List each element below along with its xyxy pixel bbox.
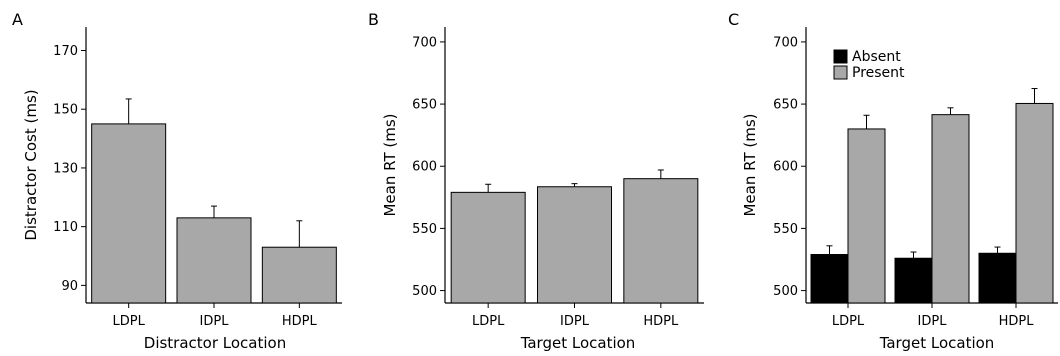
panel-b-label: B <box>368 10 379 29</box>
panel-c-x-tick-label: IDPL <box>918 314 948 329</box>
panel-b-bar-ldpl <box>450 191 526 304</box>
panel-b-y-tick-label: 550 <box>412 222 437 237</box>
panel-b-x-axis-label: Target Location <box>520 334 636 352</box>
panel-c-label: C <box>728 10 739 29</box>
panel-b: B Mean RT (ms) Target Location 500 550 600… <box>368 10 704 352</box>
legend-label-present: Present <box>852 65 905 81</box>
panel-a-bar-idpl <box>176 217 252 304</box>
panel-c-y-tick-label: 700 <box>773 35 798 50</box>
panel-a-y-tick-label: 130 <box>53 161 78 176</box>
panel-a-label: A <box>12 10 23 29</box>
panel-a-x-axis-label: Distractor Location <box>144 334 286 352</box>
panel-b-y-tick-label: 500 <box>412 284 437 299</box>
panel-a-y-tick-label: 90 <box>61 279 78 294</box>
legend-label-absent: Absent <box>852 49 901 65</box>
panel-b-bar-hdpl <box>623 178 699 304</box>
panel-c-x-axis-label: Target Location <box>879 334 995 352</box>
panel-c-bar-absent-idpl <box>894 257 933 304</box>
panel-a-y-tick-label: 170 <box>53 44 78 59</box>
panel-a: A Distractor Cost (ms) Distractor Locati… <box>12 10 342 352</box>
panel-a-y-tick-label: 150 <box>53 103 78 118</box>
panel-c-y-tick-label: 600 <box>773 160 798 175</box>
panel-a-y-axis-label: Distractor Cost (ms) <box>22 89 40 240</box>
panel-c-bar-present-hdpl <box>1015 102 1054 304</box>
panel-c-bar-present-ldpl <box>847 128 886 304</box>
panel-b-y-tick-label: 650 <box>412 98 437 113</box>
panel-c-y-tick-label: 500 <box>773 284 798 299</box>
panel-a-x-tick-label: IDPL <box>200 314 230 329</box>
panel-a-x-tick-label: LDPL <box>112 314 145 329</box>
panel-c-x-tick-label: LDPL <box>832 314 865 329</box>
panel-b-y-tick-label: 600 <box>412 160 437 175</box>
panel-a-y-tick-label: 110 <box>53 220 78 235</box>
panel-b-bar-idpl <box>537 186 612 304</box>
panel-c-y-tick-label: 550 <box>773 222 798 237</box>
panel-c-y-axis-label: Mean RT (ms) <box>741 113 759 216</box>
panel-a-bar-ldpl <box>91 123 167 304</box>
panel-c-bar-present-idpl <box>931 114 970 304</box>
legend-swatch-absent <box>833 49 848 64</box>
panel-b-x-tick-label: HDPL <box>643 314 679 329</box>
panel-a-x-tick-label: HDPL <box>282 314 318 329</box>
panel-c-x-tick-label: HDPL <box>999 314 1035 329</box>
panel-b-x-tick-label: LDPL <box>472 314 505 329</box>
legend-swatch-present <box>833 65 848 80</box>
panel-c: C Mean RT (ms) Target Location Absent Pr… <box>728 10 1058 352</box>
panel-b-y-tick-label: 700 <box>412 35 437 50</box>
panel-c-bar-absent-ldpl <box>810 254 849 304</box>
panel-b-y-axis-label: Mean RT (ms) <box>381 113 399 216</box>
panel-c-y-tick-label: 650 <box>773 98 798 113</box>
legend: Absent Present <box>833 49 905 81</box>
panel-b-x-tick-label: IDPL <box>560 314 590 329</box>
panel-c-bar-absent-hdpl <box>978 252 1017 304</box>
panel-a-bar-hdpl <box>261 246 337 304</box>
